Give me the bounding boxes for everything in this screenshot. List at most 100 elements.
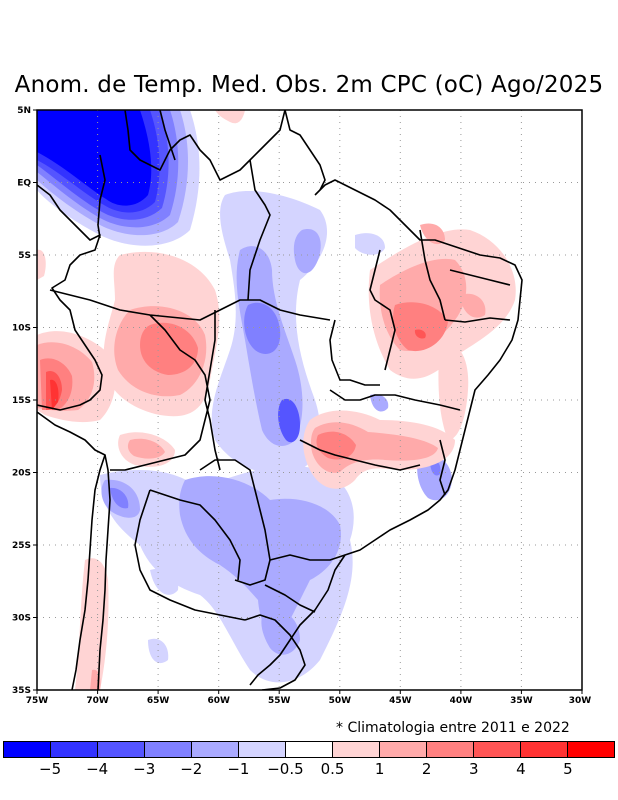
border-colombia [97, 154, 106, 239]
lat-label: 20S [12, 469, 31, 479]
border-state [329, 319, 380, 386]
lat-label: 5N [17, 106, 31, 116]
border-state [419, 229, 446, 321]
anomaly-blob [414, 329, 426, 339]
political-borders [37, 110, 523, 690]
anomaly-blob [278, 398, 300, 443]
anomaly-blob [37, 110, 152, 206]
border-bolivia [110, 314, 211, 471]
colorbar-label: −1 [227, 760, 250, 778]
colorbar-label: 0.5 [320, 760, 345, 778]
lat-label: 35S [12, 686, 31, 696]
border-state [299, 439, 421, 471]
colorbar-label: −4 [86, 760, 109, 778]
anomaly-blob [37, 249, 46, 280]
anomaly-blob [438, 340, 469, 440]
anomaly-blob [110, 487, 129, 509]
colorbar-swatch [239, 742, 286, 757]
anomaly-blob [50, 379, 59, 410]
lon-label: 40W [450, 696, 473, 706]
lat-label: 15S [12, 396, 31, 406]
colorbar-swatch [380, 742, 427, 757]
colorbar-label: −3 [133, 760, 156, 778]
colorbar-label: −2 [180, 760, 203, 778]
lat-label: 25S [12, 541, 31, 551]
lat-label: 5S [18, 251, 31, 261]
anomaly-blob [355, 233, 385, 255]
colorbar-label: 1 [374, 760, 385, 778]
colorbar-label: 4 [516, 760, 526, 778]
border-state [264, 584, 316, 613]
anomaly-blob [261, 609, 300, 655]
gridlines [37, 110, 582, 690]
border-uruguay [244, 614, 306, 690]
anomaly-map: 5N EQ 5S 10S 15S 20S 25S 30S 35S 75W 70W… [12, 106, 592, 706]
anomaly-blob [215, 110, 245, 124]
colorbar-swatch [98, 742, 145, 757]
climatology-footnote: * Climatologia entre 2011 e 2022 [336, 720, 570, 736]
anomaly-blob [244, 302, 281, 354]
border-state [269, 554, 346, 561]
lat-label: 30S [12, 614, 31, 624]
colorbar-swatch [568, 742, 614, 757]
anomaly-blob [150, 568, 179, 595]
tick-marks [33, 109, 583, 694]
colorbar-labels: −5 −4 −3 −2 −1 −0.5 0.5 1 2 3 4 5 [0, 760, 618, 780]
border-chile-argentina [97, 454, 111, 690]
anomaly-blob [420, 223, 445, 245]
border-venezuela-brazil [159, 110, 176, 161]
colorbar-label: −0.5 [267, 760, 304, 778]
lon-label: 60W [207, 696, 230, 706]
lon-label: 55W [268, 696, 291, 706]
colorbar-swatch [145, 742, 192, 757]
anomaly-blob [127, 438, 165, 459]
anomaly-blob [370, 394, 389, 412]
lat-label: 10S [12, 324, 31, 334]
border-paraguay [149, 489, 241, 581]
colorbar-swatch [521, 742, 568, 757]
anomaly-blob [393, 302, 448, 352]
colorbar-label: 3 [468, 760, 479, 778]
border-state [439, 439, 446, 496]
lon-label: 75W [26, 696, 49, 706]
colorbar-swatch [286, 742, 333, 757]
shading-layer [37, 110, 582, 690]
anomaly-blob [140, 322, 198, 375]
border-argentina [134, 489, 246, 621]
border-state [204, 310, 221, 471]
lon-label: 50W [329, 696, 352, 706]
border-state [369, 249, 396, 371]
colorbar-label: 2 [421, 760, 432, 778]
lon-label: 45W [389, 696, 412, 706]
anomaly-blob [293, 229, 321, 274]
border-state [329, 389, 461, 411]
colorbar-swatch [51, 742, 98, 757]
lat-axis-labels: 5N EQ 5S 10S 15S 20S 25S 30S 35S [12, 106, 31, 696]
colorbar [3, 741, 615, 758]
colorbar-label: −5 [39, 760, 62, 778]
anomaly-blob [179, 476, 341, 634]
coastline-west [37, 184, 106, 690]
border-state [49, 289, 331, 321]
lon-label: 30W [569, 696, 592, 706]
anomaly-blob [460, 293, 486, 318]
colorbar-swatch [474, 742, 521, 757]
coastline-north-brazil [249, 179, 523, 686]
colorbar-swatch [333, 742, 380, 757]
colorbar-swatch [4, 742, 51, 757]
border-guianas [284, 110, 326, 191]
border-state [449, 269, 511, 286]
colorbar-swatch [427, 742, 474, 757]
map-title: Anom. de Temp. Med. Obs. 2m CPC (oC) Ago… [14, 72, 604, 98]
border-state [444, 317, 511, 323]
lon-label: 70W [86, 696, 109, 706]
lon-label: 65W [147, 696, 170, 706]
border-paraguay [199, 459, 271, 586]
lon-label: 35W [510, 696, 533, 706]
border-state [247, 159, 271, 301]
colorbar-swatch [192, 742, 239, 757]
lat-label: EQ [17, 179, 31, 189]
colorbar-label: 5 [563, 760, 573, 778]
border-north [124, 110, 286, 181]
lon-axis-labels: 75W 70W 65W 60W 55W 50W 45W 40W 35W 30W [26, 696, 592, 706]
